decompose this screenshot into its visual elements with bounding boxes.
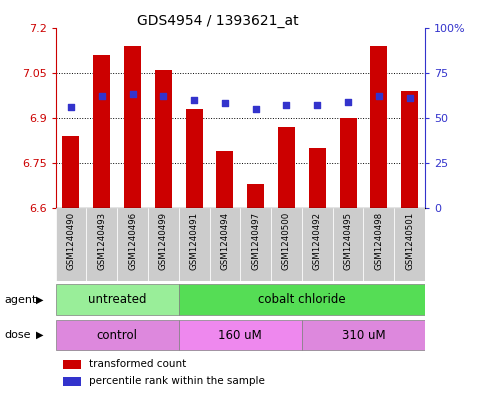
Bar [210,208,240,281]
Bar [124,46,141,208]
Text: GSM1240492: GSM1240492 [313,212,322,270]
Bar [340,118,356,208]
Bar [179,284,425,315]
Bar [155,70,172,208]
Point [128,91,136,97]
Bar [302,320,425,351]
Text: GSM1240493: GSM1240493 [97,212,106,270]
Text: transformed count: transformed count [89,359,186,369]
Text: GSM1240501: GSM1240501 [405,212,414,270]
Text: GSM1240497: GSM1240497 [251,212,260,270]
Bar [56,284,179,315]
Text: ▶: ▶ [36,330,44,340]
Bar [86,208,117,281]
Bar [62,136,79,208]
Text: GSM1240498: GSM1240498 [374,212,384,270]
Text: percentile rank within the sample: percentile rank within the sample [89,376,265,386]
Bar [364,208,394,281]
Bar [271,208,302,281]
Bar [247,184,264,208]
Bar [240,208,271,281]
Point [344,99,352,105]
Bar [148,208,179,281]
Text: ▶: ▶ [36,295,44,305]
Bar [370,46,387,208]
Text: agent: agent [5,295,37,305]
Bar [333,208,364,281]
Point [190,97,198,103]
Point [221,100,229,107]
Bar [394,208,425,281]
Text: untreated: untreated [88,293,146,306]
Bar [63,360,82,369]
Bar [278,127,295,208]
Bar [179,208,210,281]
Text: GSM1240500: GSM1240500 [282,212,291,270]
Point [98,93,106,99]
Bar [93,55,110,208]
Bar [179,320,302,351]
Text: GSM1240490: GSM1240490 [67,212,75,270]
Text: control: control [97,329,138,342]
Text: 160 uM: 160 uM [218,329,262,342]
Bar [117,208,148,281]
Point [67,104,75,110]
Bar [309,148,326,208]
Point [313,102,321,108]
Point [283,102,290,108]
Point [252,106,259,112]
Text: GSM1240496: GSM1240496 [128,212,137,270]
Bar [63,376,82,386]
Point [159,93,167,99]
Text: cobalt chloride: cobalt chloride [258,293,346,306]
Text: GSM1240491: GSM1240491 [190,212,199,270]
Bar [302,208,333,281]
Text: 310 uM: 310 uM [341,329,385,342]
Point [406,95,413,101]
Text: GSM1240495: GSM1240495 [343,212,353,270]
Bar [216,151,233,208]
Text: GSM1240499: GSM1240499 [159,212,168,270]
Bar [401,91,418,208]
Point [375,93,383,99]
Bar [56,320,179,351]
Bar [185,109,202,208]
Bar [56,208,86,281]
Text: GDS4954 / 1393621_at: GDS4954 / 1393621_at [137,14,298,28]
Text: dose: dose [5,330,31,340]
Text: GSM1240494: GSM1240494 [220,212,229,270]
